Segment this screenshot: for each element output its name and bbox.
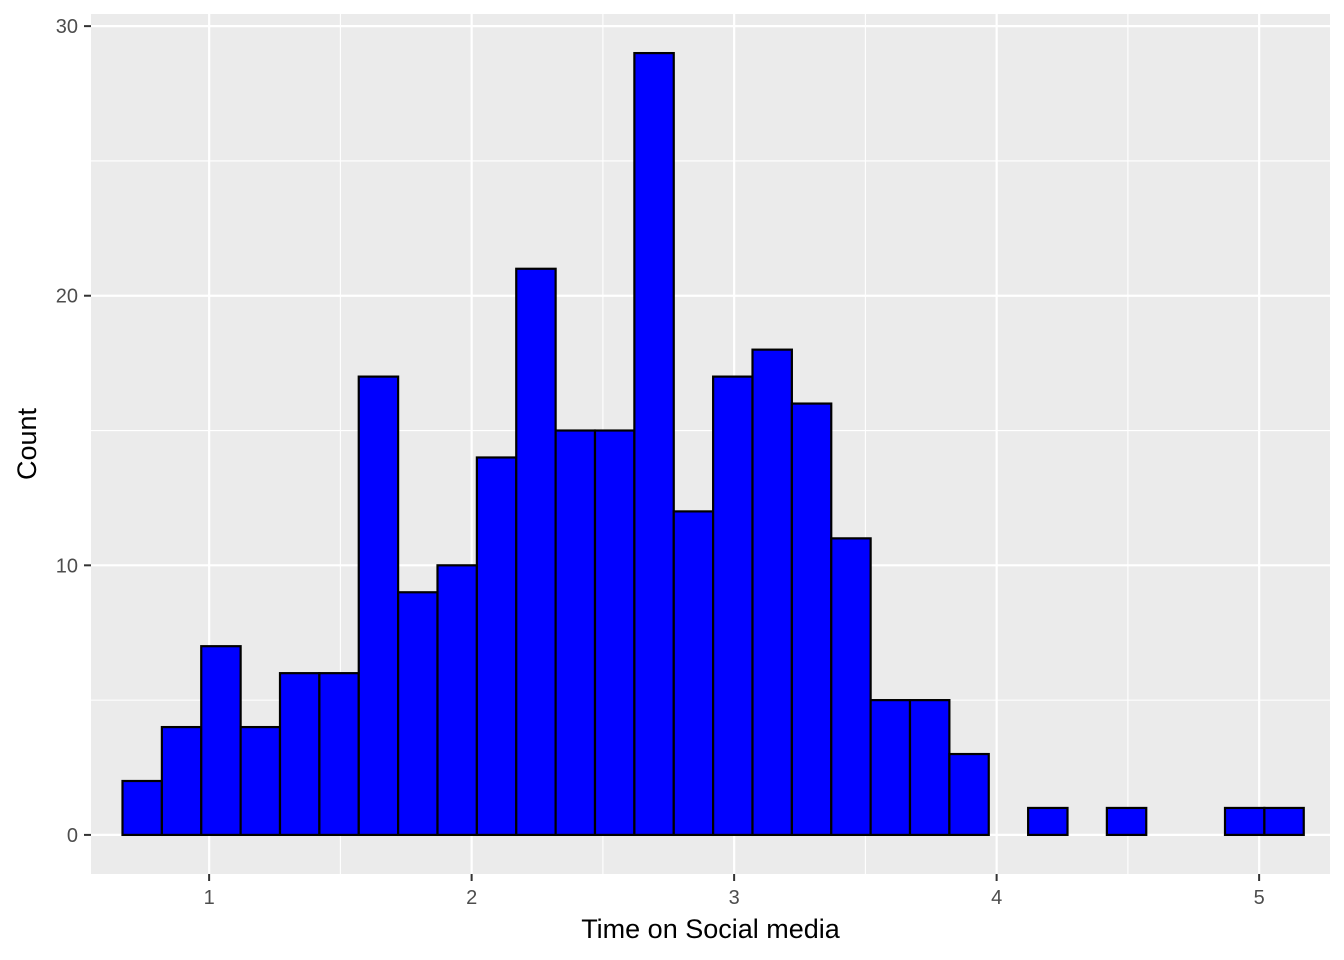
y-tick-label: 20 — [56, 286, 78, 308]
y-tick-label: 0 — [67, 825, 78, 847]
x-tick-label: 4 — [991, 887, 1002, 909]
histogram-bar — [948, 752, 990, 837]
histogram-bar — [200, 645, 242, 837]
histogram-bar — [1223, 806, 1266, 837]
histogram-bar — [475, 456, 518, 837]
histogram-bars — [121, 51, 1305, 837]
histogram-bar — [1263, 806, 1305, 837]
histogram-bar — [790, 402, 833, 837]
y-tick-label: 10 — [56, 555, 78, 577]
histogram-bar — [1027, 806, 1069, 837]
x-tick-labels: 1 2 3 4 5 — [204, 887, 1265, 909]
histogram-bar — [869, 699, 912, 837]
histogram-bar — [239, 725, 282, 837]
histogram-bar — [751, 348, 793, 837]
histogram-bar — [712, 375, 754, 837]
axis-ticks — [84, 25, 1261, 881]
histogram-bar — [633, 51, 675, 837]
histogram-bar — [672, 510, 715, 837]
histogram-bar — [160, 725, 203, 837]
histogram-bar — [515, 267, 557, 837]
histogram-bar — [908, 699, 951, 837]
x-tick-label: 1 — [204, 887, 215, 909]
histogram-bar — [830, 537, 872, 837]
x-axis-title: Time on Social media — [581, 914, 841, 944]
histogram-bar — [554, 429, 597, 837]
y-tick-labels: 0 10 20 30 — [56, 16, 78, 847]
histogram-bar — [1105, 806, 1148, 837]
x-tick-label: 5 — [1254, 887, 1265, 909]
y-tick-label: 30 — [56, 16, 78, 38]
histogram-bar — [318, 672, 360, 837]
histogram-bar — [397, 591, 439, 837]
histogram-bar — [121, 779, 163, 837]
histogram-bar — [278, 672, 321, 837]
y-axis-title: Count — [12, 407, 42, 480]
histogram-bar — [593, 429, 636, 837]
x-tick-label: 2 — [466, 887, 477, 909]
histogram-bar — [357, 375, 400, 837]
x-tick-label: 3 — [729, 887, 740, 909]
histogram-bar — [436, 564, 478, 837]
